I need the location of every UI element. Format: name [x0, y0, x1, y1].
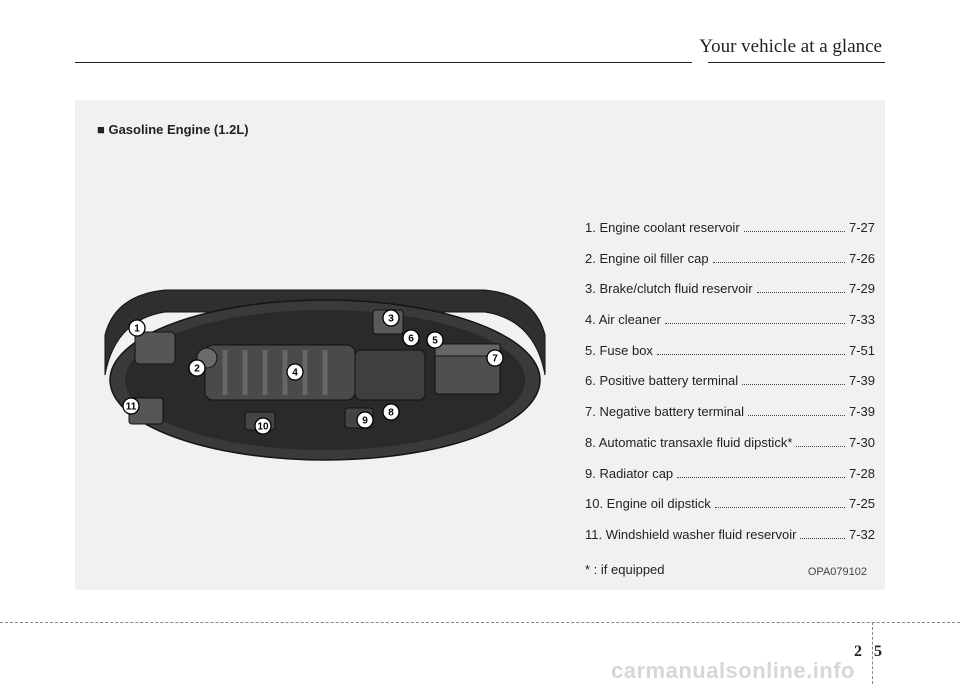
callout-number: 4 — [292, 368, 298, 379]
callout-number: 2 — [194, 364, 200, 375]
list-item-leader — [742, 384, 845, 385]
list-item-leader — [744, 231, 845, 232]
callout-number: 10 — [257, 422, 269, 433]
page-cut-line-v — [872, 622, 873, 684]
list-item-leader — [665, 323, 845, 324]
figure-title: ■ Gasoline Engine (1.2L) — [97, 122, 249, 137]
list-item: 3. Brake/clutch fluid reservoir 7-29 — [585, 277, 875, 302]
figure-title-text: Gasoline Engine (1.2L) — [108, 122, 248, 137]
list-item-leader — [657, 354, 845, 355]
list-item: 5. Fuse box 7-51 — [585, 339, 875, 364]
list-item-label: 9. Radiator cap — [585, 462, 673, 487]
list-item-page: 7-30 — [849, 431, 875, 456]
callout-number: 1 — [134, 324, 140, 335]
figure-title-bullet: ■ — [97, 122, 108, 137]
callout-number: 3 — [388, 314, 394, 325]
list-item-page: 7-39 — [849, 400, 875, 425]
callout-number: 7 — [492, 354, 498, 365]
list-item-page: 7-28 — [849, 462, 875, 487]
list-item-label: 4. Air cleaner — [585, 308, 661, 333]
header-rule-gap — [692, 60, 708, 66]
list-item: 9. Radiator cap 7-28 — [585, 462, 875, 487]
list-item-leader — [715, 507, 845, 508]
coolant-reservoir — [135, 332, 175, 364]
list-item-label: 3. Brake/clutch fluid reservoir — [585, 277, 753, 302]
list-item-page: 7-32 — [849, 523, 875, 548]
list-item-page: 7-29 — [849, 277, 875, 302]
list-item-label: 2. Engine oil filler cap — [585, 247, 709, 272]
engine-diagram: 1 2 3 4 5 6 7 8 9 10 11 — [95, 240, 555, 470]
list-item-label: 8. Automatic transaxle fluid dipstick* — [585, 431, 792, 456]
list-item: 11. Windshield washer fluid reservoir 7-3… — [585, 523, 875, 548]
list-item-label: 7. Negative battery terminal — [585, 400, 744, 425]
figure-panel: ■ Gasoline Engine (1.2L) — [75, 100, 885, 590]
air-cleaner — [355, 350, 425, 400]
list-item: 4. Air cleaner 7-33 — [585, 308, 875, 333]
list-item-leader — [796, 446, 845, 447]
list-item: 8. Automatic transaxle fluid dipstick* 7-… — [585, 431, 875, 456]
list-item-leader — [713, 262, 845, 263]
list-item-page: 7-39 — [849, 369, 875, 394]
callout-number: 9 — [362, 416, 368, 427]
page-number-chapter: 2 — [854, 643, 862, 661]
page-number-page: 5 — [874, 643, 882, 661]
component-list: 1. Engine coolant reservoir 7-27 2. Engine… — [585, 216, 875, 582]
header-rule — [75, 62, 885, 63]
callout-number: 5 — [432, 336, 438, 347]
list-item: 1. Engine coolant reservoir 7-27 — [585, 216, 875, 241]
list-item: 2. Engine oil filler cap 7-26 — [585, 247, 875, 272]
list-item-page: 7-26 — [849, 247, 875, 272]
list-footnote: * : if equipped — [585, 558, 875, 583]
list-item-page: 7-27 — [849, 216, 875, 241]
callout-number: 6 — [408, 334, 414, 345]
list-item-page: 7-33 — [849, 308, 875, 333]
list-item: 7. Negative battery terminal 7-39 — [585, 400, 875, 425]
list-item-label: 1. Engine coolant reservoir — [585, 216, 740, 241]
list-item-page: 7-51 — [849, 339, 875, 364]
list-item-leader — [757, 292, 845, 293]
list-item-leader — [748, 415, 845, 416]
list-item-leader — [677, 477, 845, 478]
list-item-label: 11. Windshield washer fluid reservoir — [585, 523, 796, 548]
page: Your vehicle at a glance ■ Gasoline Engi… — [0, 0, 960, 689]
list-item-label: 5. Fuse box — [585, 339, 653, 364]
list-item: 6. Positive battery terminal 7-39 — [585, 369, 875, 394]
callout-number: 11 — [126, 402, 137, 413]
list-item-label: 6. Positive battery terminal — [585, 369, 738, 394]
list-item-label: 10. Engine oil dipstick — [585, 492, 711, 517]
list-item: 10. Engine oil dipstick 7-25 — [585, 492, 875, 517]
watermark: carmanualsonline.info — [611, 658, 855, 684]
list-item-page: 7-25 — [849, 492, 875, 517]
page-cut-line — [0, 622, 960, 623]
page-section-title: Your vehicle at a glance — [699, 36, 882, 58]
list-item-leader — [800, 538, 845, 539]
callout-number: 8 — [388, 408, 394, 419]
